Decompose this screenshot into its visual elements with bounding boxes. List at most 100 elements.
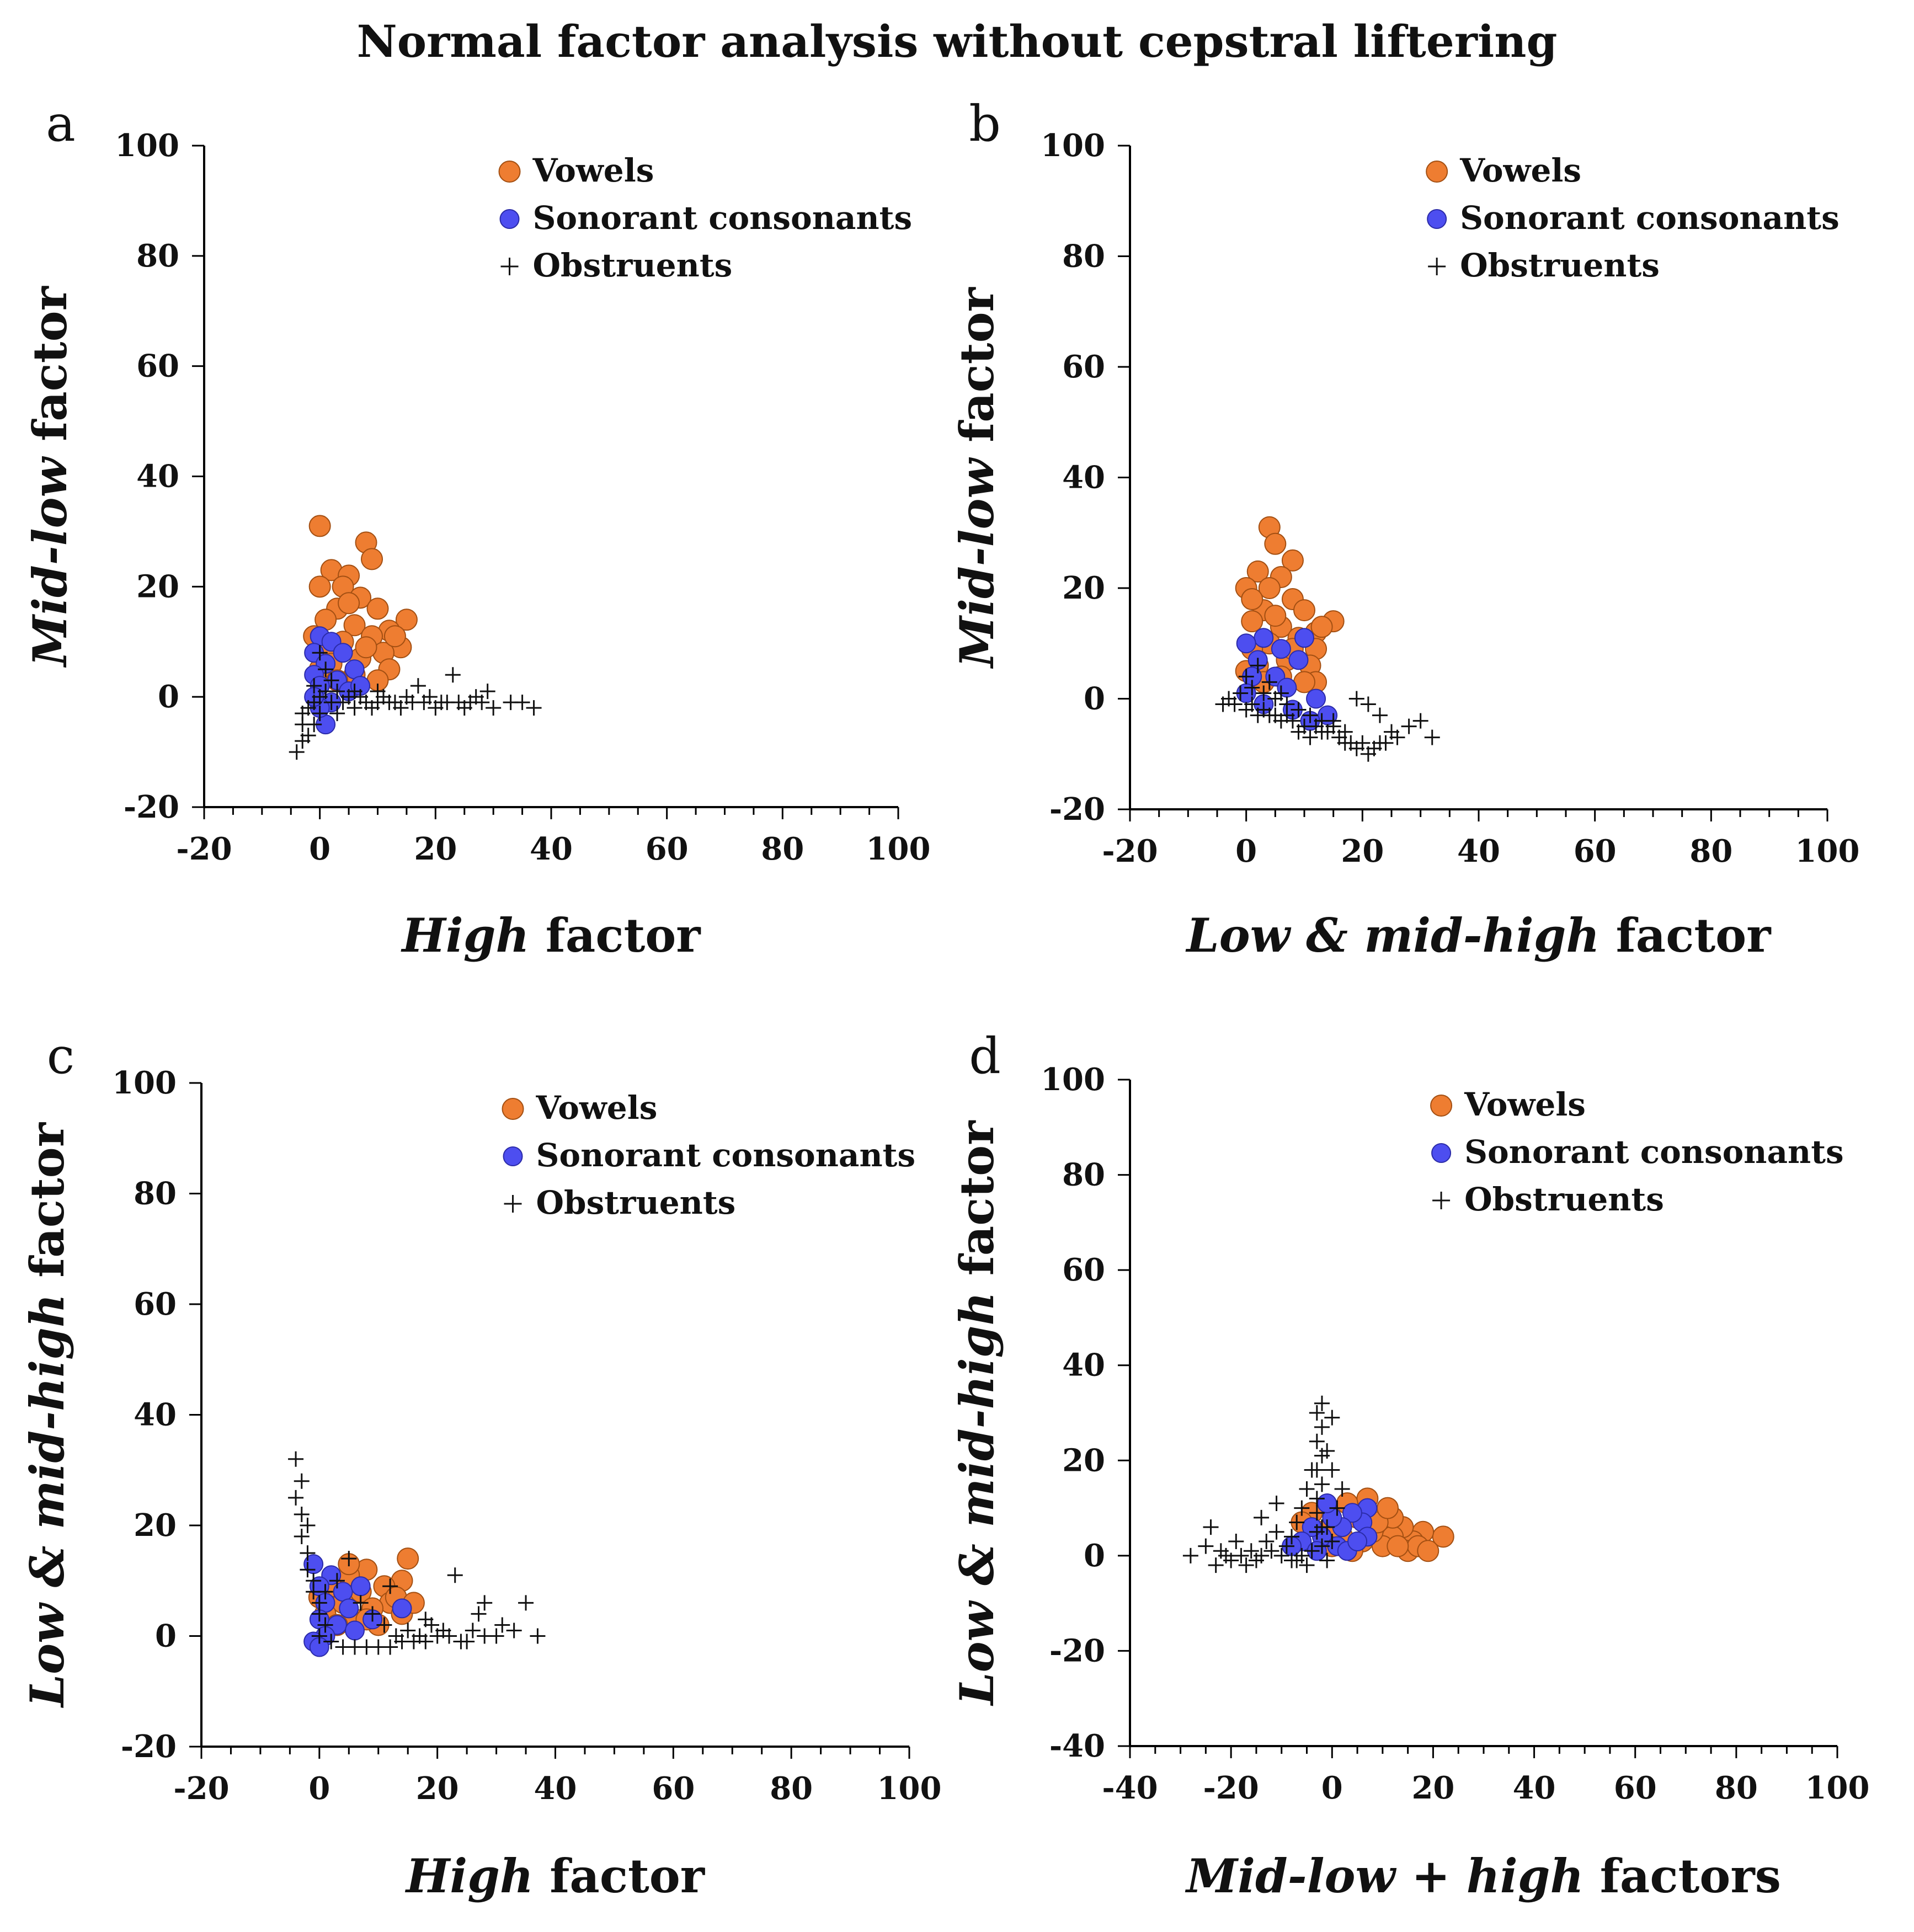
obstruent-point (1314, 1395, 1330, 1411)
y-tick-label: 40 (134, 1397, 177, 1433)
obstruent-point (1238, 1557, 1254, 1573)
x-tick-label: 0 (1321, 1770, 1343, 1806)
obstruent-point (1314, 1476, 1330, 1492)
obstruent-point (1238, 669, 1254, 685)
x-tick-label: 40 (530, 831, 573, 867)
series-obstruents (1215, 658, 1440, 762)
obstruent-point (323, 1634, 339, 1650)
x-tick-label: -20 (1102, 833, 1158, 869)
obstruent-point (318, 661, 334, 677)
obstruent-point (471, 1606, 487, 1622)
obstruent-point (317, 1617, 333, 1633)
obstruent-point (1348, 740, 1364, 756)
legend-label-obstruents: Obstruents (1460, 247, 1660, 284)
obstruent-point (1314, 1538, 1330, 1554)
legend-label-sonorants: Sonorant consonants (533, 199, 913, 237)
y-tick-label: 100 (112, 1065, 177, 1101)
panel-d: d -40 -20 0 20 40 60 80 100 -40 -20 0 20 40 60 80 100 Mid… (950, 1027, 1869, 1903)
x-tick-label: 40 (1513, 1770, 1556, 1806)
obstruent-point (488, 1628, 504, 1644)
obstruent-point (1329, 1500, 1345, 1516)
obstruent-point (341, 1551, 357, 1567)
x-tick-label: 20 (416, 1770, 459, 1807)
vowel-point (395, 609, 418, 631)
obstruent-point (306, 678, 322, 694)
vowel-point (383, 625, 406, 648)
obstruent-point (288, 1451, 304, 1467)
vowel-point (308, 515, 331, 537)
vowel-point (1246, 560, 1269, 583)
obstruent-point (306, 695, 322, 711)
x-axis-title: Mid-low + high factors (1185, 1849, 1781, 1903)
obstruent-point (346, 684, 362, 700)
vowel-point (1293, 599, 1315, 622)
obstruent-point (1291, 724, 1307, 740)
obstruent-point (1250, 658, 1266, 674)
x-axis-title-rest: factor (530, 908, 702, 963)
x-tick-label: 20 (1341, 833, 1384, 869)
vowel-point (1258, 577, 1281, 599)
figure-title: Normal factor analysis without cepstral … (356, 15, 1558, 67)
obstruent-point (311, 1606, 327, 1622)
obstruent-point (514, 695, 530, 711)
obstruent-point (1256, 685, 1272, 701)
y-tick-label: 0 (1084, 1538, 1105, 1574)
x-tick-label: 100 (1805, 1770, 1870, 1806)
obstruent-point (1248, 1552, 1264, 1568)
obstruent-point (370, 684, 386, 700)
obstruent-point (295, 706, 311, 722)
legend-marker-sonorant (1427, 209, 1447, 229)
panel-a: a -20 0 20 40 60 80 100 -20 0 20 40 60 80 100 High fact… (23, 95, 930, 963)
y-axis-title-italic: Mid-low (950, 457, 1004, 669)
x-axis-title: High factor (401, 908, 701, 963)
obstruent-point (1289, 1514, 1305, 1530)
y-tick-label: 60 (136, 348, 179, 385)
obstruent-point (312, 645, 328, 661)
obstruent-point (1299, 1481, 1315, 1497)
vowel-point (1310, 616, 1333, 638)
obstruent-point (1279, 707, 1295, 723)
x-tick-label: 60 (646, 831, 689, 867)
sonorant-point (1342, 1503, 1362, 1523)
x-tick-label: 80 (770, 1770, 813, 1807)
y-axis-title-italic: Low & mid-high (20, 1294, 74, 1708)
obstruent-point (1228, 1533, 1244, 1549)
series-vowels (303, 515, 418, 692)
obstruent-point (1221, 691, 1237, 707)
series-obstruents (1182, 1395, 1350, 1573)
obstruent-point (1319, 1443, 1335, 1459)
obstruent-point (479, 684, 495, 700)
y-tick-label: 80 (136, 238, 179, 274)
obstruent-point (1319, 1519, 1335, 1535)
obstruent-point (1324, 1410, 1340, 1426)
obstruent-point (382, 1578, 398, 1594)
obstruent-point (1244, 696, 1260, 712)
y-tick-label: 80 (1062, 238, 1105, 275)
obstruent-point (530, 1628, 546, 1644)
legend-marker-sonorant (503, 1146, 523, 1166)
obstruent-point (1289, 1552, 1305, 1568)
obstruent-point (1263, 1543, 1279, 1559)
sonorant-point (350, 1576, 371, 1597)
legend-marker-sonorant (499, 209, 520, 229)
sonorant-point (1288, 650, 1309, 670)
obstruent-point (1348, 691, 1364, 707)
obstruent-point (1268, 1524, 1284, 1540)
obstruent-point (1304, 1543, 1320, 1559)
obstruent-point (1309, 1505, 1325, 1521)
x-axis-title-rest: factor (534, 1849, 706, 1903)
obstruent-point (329, 706, 345, 722)
y-tick-label: 80 (1062, 1157, 1105, 1193)
obstruent-point (294, 1506, 310, 1522)
obstruent-point (435, 1623, 451, 1639)
obstruent-point (294, 1529, 310, 1545)
legend-marker-obstruent (504, 1195, 522, 1213)
x-axis-title-italic: High (405, 1849, 534, 1903)
y-tick-label: 20 (134, 1507, 177, 1544)
obstruent-point (1384, 724, 1399, 740)
obstruent-point (382, 1639, 398, 1655)
x-tick-label: 100 (1795, 833, 1860, 869)
obstruent-point (1182, 1547, 1198, 1563)
obstruent-point (1244, 680, 1260, 696)
legend-label-vowels: Vowels (1459, 152, 1581, 189)
